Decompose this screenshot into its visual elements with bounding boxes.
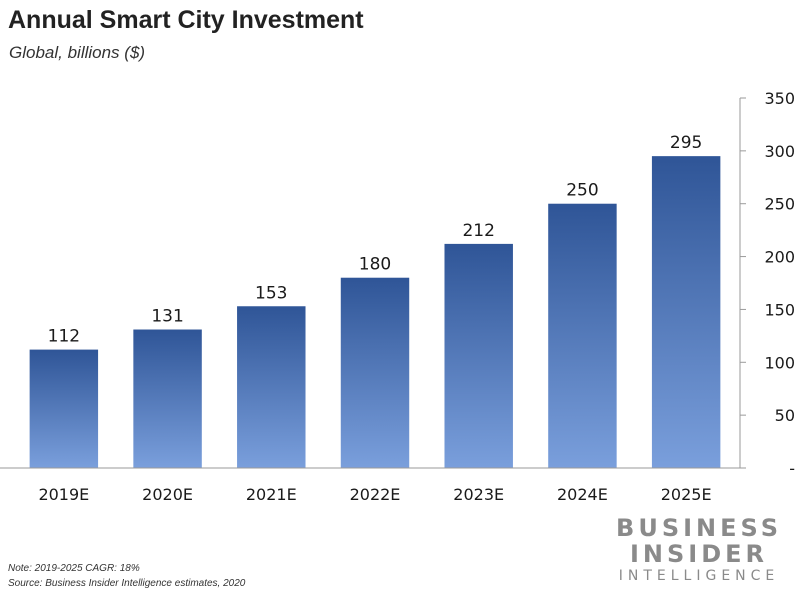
bar-2019E (29, 349, 99, 468)
x-tick-label: 2019E (38, 485, 89, 504)
y-tick-label: 300 (764, 142, 795, 161)
chart-subtitle: Global, billions ($) (9, 43, 146, 62)
bar-2025E (651, 156, 721, 468)
y-tick-label: 250 (764, 195, 795, 214)
source-note: Source: Business Insider Intelligence es… (8, 578, 246, 589)
x-tick-label: 2021E (246, 485, 297, 504)
bar-value-label: 295 (670, 133, 702, 153)
x-tick-label: 2022E (350, 485, 401, 504)
cagr-note: Note: 2019-2025 CAGR: 18% (8, 563, 140, 574)
bar-value-label: 250 (566, 181, 598, 201)
y-tick-label: 150 (764, 300, 795, 319)
bar-value-label: 153 (255, 283, 287, 303)
x-tick-label: 2025E (661, 485, 712, 504)
bar-2024E (548, 203, 617, 468)
bar-2021E (237, 306, 306, 468)
chart-title: Annual Smart City Investment (8, 6, 364, 34)
x-tick-label: 2023E (453, 485, 504, 504)
y-tick-label: 350 (764, 89, 795, 108)
bar-2020E (133, 329, 202, 468)
bar-value-label: 212 (462, 221, 494, 241)
y-tick-label: - (789, 459, 795, 478)
bar-2023E (444, 243, 513, 468)
y-tick-label: 200 (764, 248, 795, 267)
y-tick-label: 50 (775, 406, 795, 425)
x-tick-label: 2024E (557, 485, 608, 504)
bar-chart: 112 2019E 131 2020E 153 2021E 180 2022E 212 2023E… (0, 89, 795, 504)
x-tick-label: 2020E (142, 485, 193, 504)
logo-line-insider: INSIDER (630, 540, 769, 568)
logo-line-business: BUSINESS (616, 514, 782, 542)
logo-line-intelligence: INTELLIGENCE (618, 568, 780, 584)
bar-value-label: 180 (359, 255, 391, 275)
bar-value-label: 131 (151, 307, 183, 327)
y-tick-label: 100 (764, 353, 795, 372)
business-insider-logo: BUSINESS INSIDER INTELLIGENCE (616, 515, 782, 585)
bar-value-label: 112 (48, 327, 80, 347)
bar-2022E (340, 277, 410, 468)
